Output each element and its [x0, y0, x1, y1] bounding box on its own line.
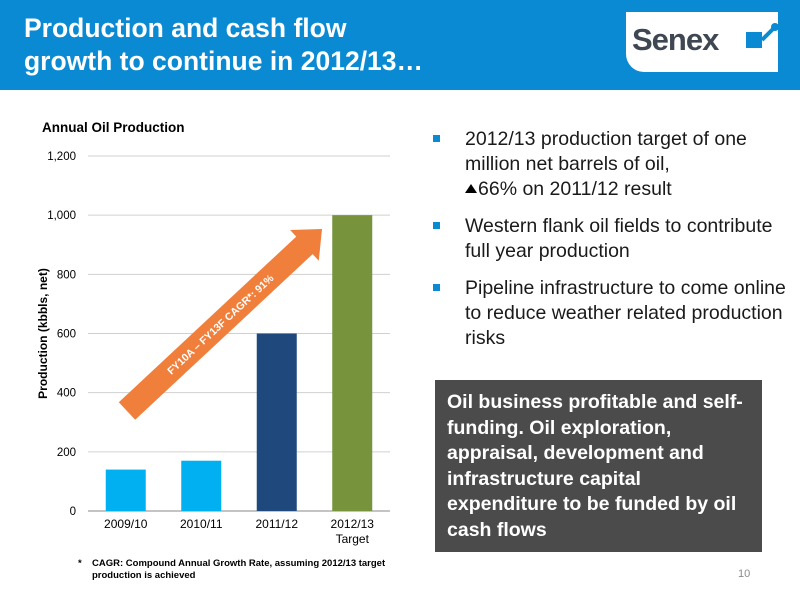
bullet-item: 2012/13 production target of one million… [430, 127, 790, 202]
production-chart: 0 200 400 600 800 1,000 1,200 2009/10 2010/11 201… [36, 151, 390, 546]
bullet-list: 2012/13 production target of one million… [430, 127, 790, 363]
y-tick-label: 800 [57, 269, 76, 281]
y-tick-label: 1,000 [47, 210, 76, 222]
y-tick-label: 1,200 [47, 151, 76, 163]
x-tick-label: 2011/12 [256, 517, 299, 531]
footnote-marker: * [78, 558, 82, 569]
footnote: CAGR: Compound Annual Growth Rate, assum… [92, 558, 386, 581]
bullet-item: Western flank oil fields to contribute f… [430, 214, 790, 264]
square-bullet-icon [433, 135, 440, 142]
y-tick-label: 0 [70, 506, 76, 518]
logo-text: Senex [632, 22, 719, 57]
bullet-item: Pipeline infrastructure to come online t… [430, 276, 790, 351]
bar [105, 469, 146, 511]
x-tick-label: 2009/10 [104, 517, 148, 531]
slide-title: Production and cash flow growth to conti… [24, 12, 423, 78]
logo-mark-icon [746, 23, 779, 48]
title-line-2: growth to continue in 2012/13… [24, 46, 424, 76]
bar [332, 215, 373, 511]
page-number: 10 [738, 568, 751, 580]
square-bullet-icon [433, 284, 440, 291]
square-bullet-icon [433, 222, 440, 229]
title-banner: Production and cash flow growth to conti… [0, 0, 800, 90]
trend-arrow [118, 228, 323, 420]
x-tick-label: 2010/11 [180, 517, 223, 531]
bar [181, 460, 222, 511]
y-axis-label: Production (kbbls, net) [36, 268, 50, 399]
senex-logo: Senex [626, 12, 779, 72]
bullet-text-continued: 66% on 2011/12 result [478, 178, 672, 200]
y-tick-label: 600 [57, 329, 76, 341]
x-tick-label: Target [336, 532, 370, 546]
y-tick-label: 200 [57, 447, 76, 459]
chart-title: Annual Oil Production [42, 120, 185, 135]
up-arrow-icon [465, 184, 477, 193]
callout-box: Oil business profitable and self-funding… [435, 380, 762, 552]
y-tick-label: 400 [57, 388, 76, 400]
title-line-1: Production and cash flow [24, 13, 347, 43]
bullet-text: Pipeline infrastructure to come online t… [465, 277, 786, 349]
bullet-text: 2012/13 production target of one million… [465, 128, 747, 175]
bullet-text: Western flank oil fields to contribute f… [465, 215, 773, 262]
x-tick-label: 2012/13 [331, 517, 375, 531]
bar [256, 333, 297, 511]
